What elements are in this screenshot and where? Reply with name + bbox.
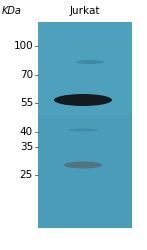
Ellipse shape xyxy=(68,128,98,132)
Ellipse shape xyxy=(54,94,112,106)
Text: 55: 55 xyxy=(20,98,33,108)
Ellipse shape xyxy=(64,162,102,168)
Text: KDa: KDa xyxy=(2,6,22,16)
Text: 70: 70 xyxy=(20,70,33,80)
Text: 100: 100 xyxy=(13,41,33,51)
Ellipse shape xyxy=(76,60,104,64)
Text: 35: 35 xyxy=(20,142,33,152)
Bar xyxy=(38,22,132,228)
Text: 40: 40 xyxy=(20,127,33,137)
Bar xyxy=(38,22,132,115)
Text: 25: 25 xyxy=(20,170,33,180)
Text: Jurkat: Jurkat xyxy=(70,6,100,16)
